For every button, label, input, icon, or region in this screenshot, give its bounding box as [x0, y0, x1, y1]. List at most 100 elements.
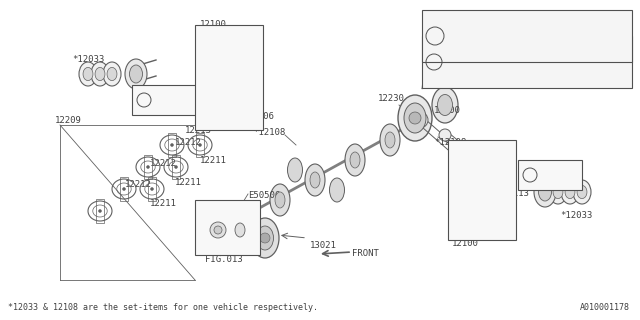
Ellipse shape [573, 180, 591, 204]
Circle shape [150, 188, 154, 190]
Ellipse shape [330, 178, 344, 202]
Bar [148, 177, 156, 201]
Bar [196, 133, 204, 157]
Bar [518, 160, 582, 190]
Text: 12213: 12213 [185, 125, 212, 134]
Ellipse shape [83, 68, 93, 81]
Text: 12109: 12109 [206, 37, 233, 46]
Ellipse shape [129, 65, 143, 83]
Ellipse shape [398, 95, 432, 141]
Text: F32206 ('11MY1102- ): F32206 ('11MY1102- ) [452, 70, 545, 79]
Circle shape [456, 151, 464, 159]
Circle shape [210, 222, 226, 238]
Circle shape [175, 165, 177, 169]
Ellipse shape [125, 59, 147, 89]
Ellipse shape [310, 172, 320, 188]
Bar [120, 177, 128, 201]
Circle shape [147, 165, 150, 169]
Text: 13021: 13021 [310, 241, 337, 250]
Text: 12006: 12006 [155, 108, 182, 117]
Ellipse shape [91, 62, 109, 86]
Bar [168, 133, 176, 157]
Text: 12100: 12100 [452, 238, 479, 247]
Circle shape [170, 143, 173, 147]
Circle shape [409, 112, 421, 124]
Text: 12113: 12113 [503, 188, 530, 197]
Ellipse shape [79, 62, 97, 86]
Circle shape [476, 151, 484, 159]
Bar [195, 25, 263, 130]
Ellipse shape [553, 185, 563, 199]
Bar [422, 36, 632, 88]
Ellipse shape [232, 204, 244, 222]
Bar [132, 85, 196, 115]
Text: *12033: *12033 [560, 211, 592, 220]
Bar [96, 199, 104, 223]
Ellipse shape [350, 152, 360, 168]
Ellipse shape [534, 177, 556, 207]
Ellipse shape [380, 124, 400, 156]
Text: *12033 & 12108 are the set-items for one vehicle respectively.: *12033 & 12108 are the set-items for one… [8, 303, 318, 313]
Text: *12033: *12033 [72, 54, 104, 63]
Ellipse shape [275, 192, 285, 208]
Text: 1: 1 [142, 97, 146, 103]
Ellipse shape [385, 132, 395, 148]
Ellipse shape [230, 204, 250, 236]
Ellipse shape [235, 223, 245, 237]
Text: F32205 (-'11MY1102): F32205 (-'11MY1102) [452, 19, 540, 28]
Circle shape [439, 129, 451, 141]
Ellipse shape [107, 68, 117, 81]
Ellipse shape [235, 212, 245, 228]
Text: NS: NS [154, 95, 164, 105]
Text: 1: 1 [528, 172, 532, 178]
Text: NS: NS [555, 172, 565, 181]
Ellipse shape [234, 208, 241, 218]
Ellipse shape [345, 144, 365, 176]
Ellipse shape [95, 68, 105, 81]
Text: *12108: *12108 [434, 138, 467, 147]
Ellipse shape [565, 185, 575, 199]
Circle shape [412, 112, 428, 128]
Ellipse shape [103, 62, 121, 86]
Text: 12211: 12211 [200, 156, 227, 164]
Bar [448, 140, 516, 240]
Bar [195, 200, 260, 255]
Ellipse shape [432, 87, 458, 123]
Ellipse shape [538, 183, 552, 201]
Text: FIG.013: FIG.013 [205, 255, 243, 265]
Text: 12230: 12230 [378, 93, 405, 102]
Text: 12109: 12109 [454, 220, 481, 229]
Text: 1: 1 [432, 58, 436, 67]
Ellipse shape [270, 184, 290, 216]
Text: NS: NS [541, 171, 551, 180]
Circle shape [99, 210, 102, 212]
Text: 12209: 12209 [55, 116, 82, 124]
Circle shape [122, 188, 125, 190]
Ellipse shape [404, 103, 426, 133]
Ellipse shape [549, 180, 567, 204]
Ellipse shape [257, 226, 273, 250]
Text: E50506: E50506 [248, 190, 280, 199]
Text: 1: 1 [433, 31, 437, 41]
Circle shape [214, 226, 222, 234]
Text: NS: NS [163, 98, 173, 107]
Bar [144, 155, 152, 179]
Text: 12006: 12006 [521, 172, 548, 181]
Ellipse shape [287, 158, 303, 182]
Circle shape [260, 233, 270, 243]
Text: F32206 ('11MY1102- ): F32206 ('11MY1102- ) [452, 44, 545, 53]
Ellipse shape [561, 180, 579, 204]
Text: 12200: 12200 [434, 106, 461, 115]
Text: 12211: 12211 [150, 199, 177, 209]
Circle shape [233, 105, 243, 115]
Text: 12006: 12006 [248, 111, 275, 121]
Text: 12212: 12212 [125, 180, 152, 188]
Text: *12108: *12108 [253, 127, 285, 137]
Text: FIG.011: FIG.011 [428, 62, 466, 71]
Circle shape [238, 93, 252, 107]
Text: 12100: 12100 [200, 20, 227, 28]
Circle shape [493, 208, 507, 222]
Circle shape [221, 31, 229, 39]
Text: 12211: 12211 [175, 178, 202, 187]
Ellipse shape [438, 94, 452, 116]
